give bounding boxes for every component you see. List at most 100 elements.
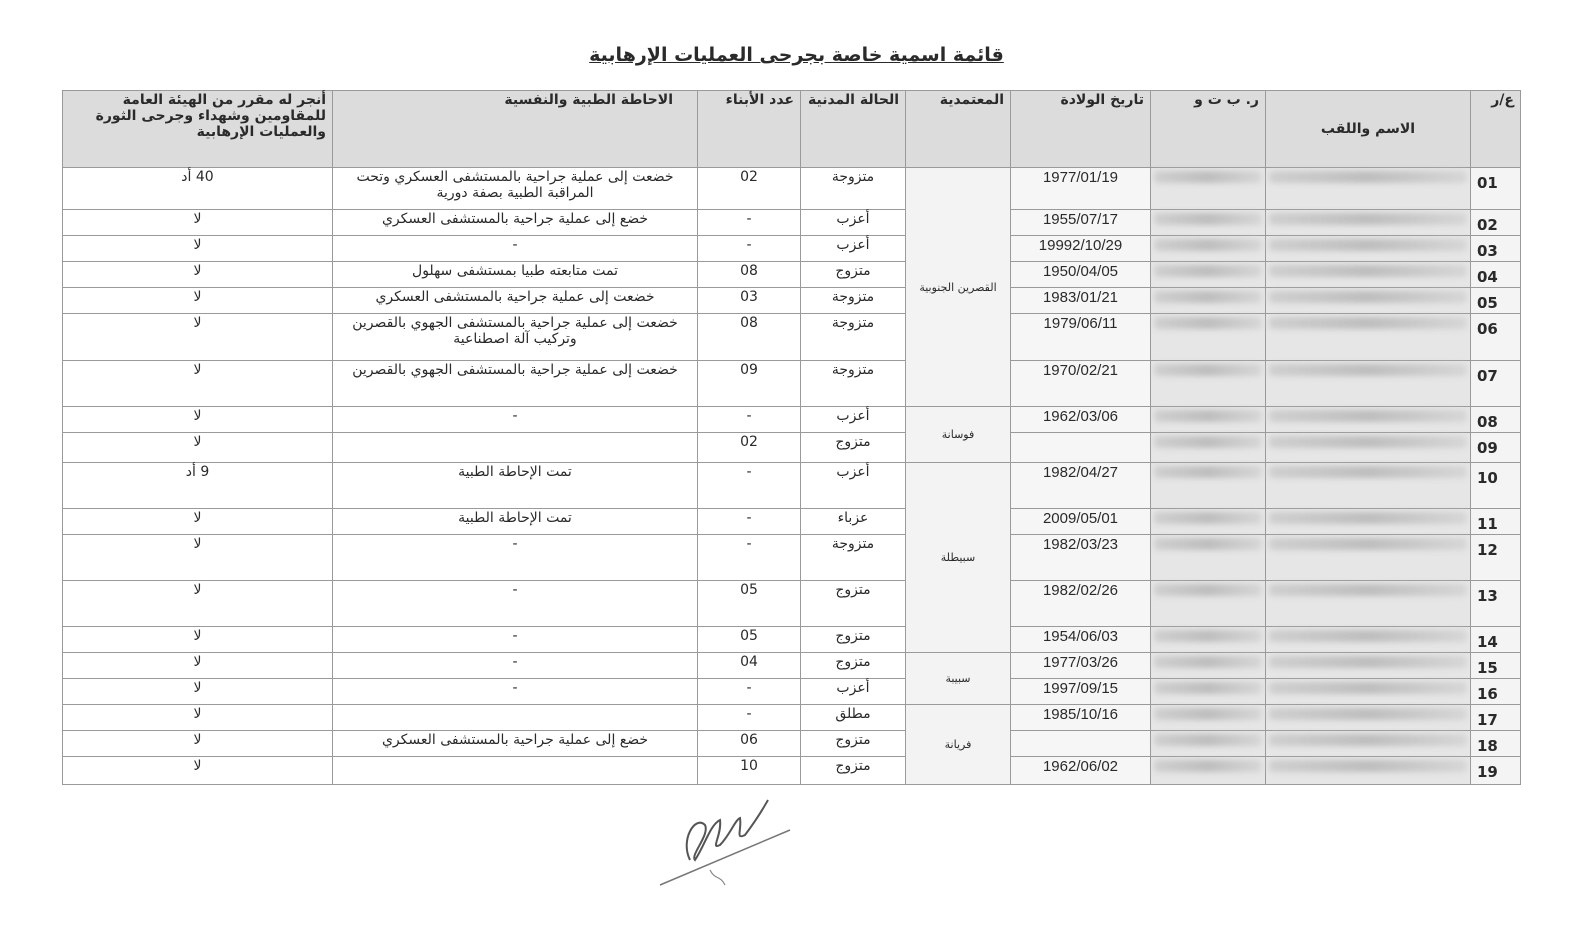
- civil-status: أعزب: [800, 678, 906, 705]
- redacted-bar: [1269, 291, 1467, 303]
- redacted-id: [1150, 508, 1266, 535]
- row-number: 18: [1470, 730, 1521, 757]
- birth-date: 1977/01/19: [1010, 167, 1151, 210]
- birth-date: 1962/03/06: [1010, 406, 1151, 433]
- grant-decision: لا: [62, 209, 333, 236]
- redacted-id: [1150, 462, 1266, 509]
- grant-decision: لا: [62, 313, 333, 361]
- grant-decision: لا: [62, 580, 333, 627]
- row-number: 15: [1470, 652, 1521, 679]
- grant-decision: لا: [62, 406, 333, 433]
- civil-status: أعزب: [800, 462, 906, 509]
- redacted-bar: [1154, 213, 1262, 225]
- header-civil-status: الحالة المدنية: [800, 90, 906, 168]
- header-grant: أنجر له مقرر من الهيئة العامة للمقاومين …: [62, 90, 333, 168]
- civil-status: متزوج: [800, 432, 906, 463]
- medical-care: خضعت إلى عملية جراحية بالمستشفى العسكري …: [332, 167, 698, 210]
- birth-date: 1977/03/26: [1010, 652, 1151, 679]
- civil-status: متزوجة: [800, 313, 906, 361]
- redacted-bar: [1269, 171, 1467, 183]
- table-body: 01 1977/01/19 القصرين الجنوبية متزوجة 02 خضعت…: [62, 167, 1521, 785]
- redacted-bar: [1269, 265, 1467, 277]
- delegation: سبيبة: [905, 652, 1011, 705]
- children-count: -: [697, 534, 801, 581]
- redacted-bar: [1154, 512, 1262, 524]
- row-number: 07: [1470, 360, 1521, 407]
- delegation: سبيطلة: [905, 462, 1011, 653]
- signature-image: [659, 799, 791, 886]
- table-row: 01 1977/01/19 القصرين الجنوبية متزوجة 02 خضعت…: [62, 167, 1521, 407]
- row-number: 16: [1470, 678, 1521, 705]
- redacted-id: [1150, 360, 1266, 407]
- row-number: 10: [1470, 462, 1521, 509]
- redacted-bar: [1154, 584, 1262, 596]
- redacted-bar: [1269, 656, 1467, 668]
- medical-care: خضعت إلى عملية جراحية بالمستشفى الجهوي ب…: [332, 360, 698, 407]
- redacted-id: [1150, 287, 1266, 314]
- birth-date: 1982/03/23: [1010, 534, 1151, 581]
- civil-status: أعزب: [800, 406, 906, 433]
- medical-care: تمت الإحاطة الطبية: [332, 462, 698, 509]
- civil-status: متزوج: [800, 756, 906, 785]
- medical-care: تمت الإحاطة الطبية: [332, 508, 698, 535]
- document-title-wrap: قائمة اسمية خاصة بجرحى العمليات الإرهابي…: [0, 44, 1593, 66]
- children-count: 08: [697, 313, 801, 361]
- row-number: 14: [1470, 626, 1521, 653]
- row-number: 01: [1470, 167, 1521, 210]
- children-count: -: [697, 209, 801, 236]
- redacted-name: [1265, 261, 1471, 288]
- grant-decision: لا: [62, 432, 333, 463]
- redacted-name: [1265, 534, 1471, 581]
- redacted-bar: [1154, 538, 1262, 550]
- civil-status: أعزب: [800, 235, 906, 262]
- civil-status: أعزب: [800, 209, 906, 236]
- redacted-bar: [1154, 410, 1262, 422]
- table-row: 14 1954/06/03 متزوج 05- لا: [62, 626, 1521, 653]
- birth-date: 1982/02/26: [1010, 580, 1151, 627]
- table-row: 15 1977/03/26 سبيبة متزوج 04- لا: [62, 652, 1521, 705]
- row-number: 12: [1470, 534, 1521, 581]
- table-row: 17 1985/10/16 فريانة مطلق - لا: [62, 704, 1521, 785]
- redacted-id: [1150, 261, 1266, 288]
- birth-date: 1983/01/21: [1010, 287, 1151, 314]
- table-row: 07 1970/02/21 متزوجة 09 خضعت إلى عملية جراحي…: [62, 360, 1521, 407]
- redacted-bar: [1269, 584, 1467, 596]
- redacted-id: [1150, 406, 1266, 433]
- children-count: 06: [697, 730, 801, 757]
- row-number: 04: [1470, 261, 1521, 288]
- row-number: 11: [1470, 508, 1521, 535]
- redacted-name: [1265, 652, 1471, 679]
- redacted-bar: [1154, 656, 1262, 668]
- civil-status: متزوج: [800, 626, 906, 653]
- grant-decision: لا: [62, 261, 333, 288]
- redacted-bar: [1154, 239, 1262, 251]
- medical-care: خضعت إلى عملية جراحية بالمستشفى الجهوي ب…: [332, 313, 698, 361]
- redacted-bar: [1154, 364, 1262, 376]
- row-number: 17: [1470, 704, 1521, 731]
- redacted-bar: [1154, 265, 1262, 277]
- table-row: 03 19992/10/29 أعزب - - لا: [62, 235, 1521, 262]
- redacted-name: [1265, 462, 1471, 509]
- birth-date: 1997/09/15: [1010, 678, 1151, 705]
- children-count: -: [697, 508, 801, 535]
- children-count: 02: [697, 167, 801, 210]
- grant-decision: لا: [62, 360, 333, 407]
- grant-decision: 9 أد: [62, 462, 333, 509]
- redacted-name: [1265, 730, 1471, 757]
- children-count: 03: [697, 287, 801, 314]
- table-row: 05 1983/01/21 متزوجة 03 خضعت إلى عملية جراحي…: [62, 287, 1521, 314]
- grant-decision: لا: [62, 626, 333, 653]
- table-row: 13 1982/02/26 متزوج 05- لا: [62, 580, 1521, 627]
- birth-date: 1970/02/21: [1010, 360, 1151, 407]
- redacted-bar: [1154, 171, 1262, 183]
- grant-decision: لا: [62, 508, 333, 535]
- table-row: 02 1955/07/17 أعزب - خضع إلى عملية جراحية با…: [62, 209, 1521, 236]
- row-number: 13: [1470, 580, 1521, 627]
- redacted-id: [1150, 678, 1266, 705]
- redacted-name: [1265, 508, 1471, 535]
- medical-care: -: [332, 534, 698, 581]
- civil-status: متزوجة: [800, 167, 906, 210]
- civil-status: متزوجة: [800, 534, 906, 581]
- row-number: 03: [1470, 235, 1521, 262]
- medical-care: -: [332, 626, 698, 653]
